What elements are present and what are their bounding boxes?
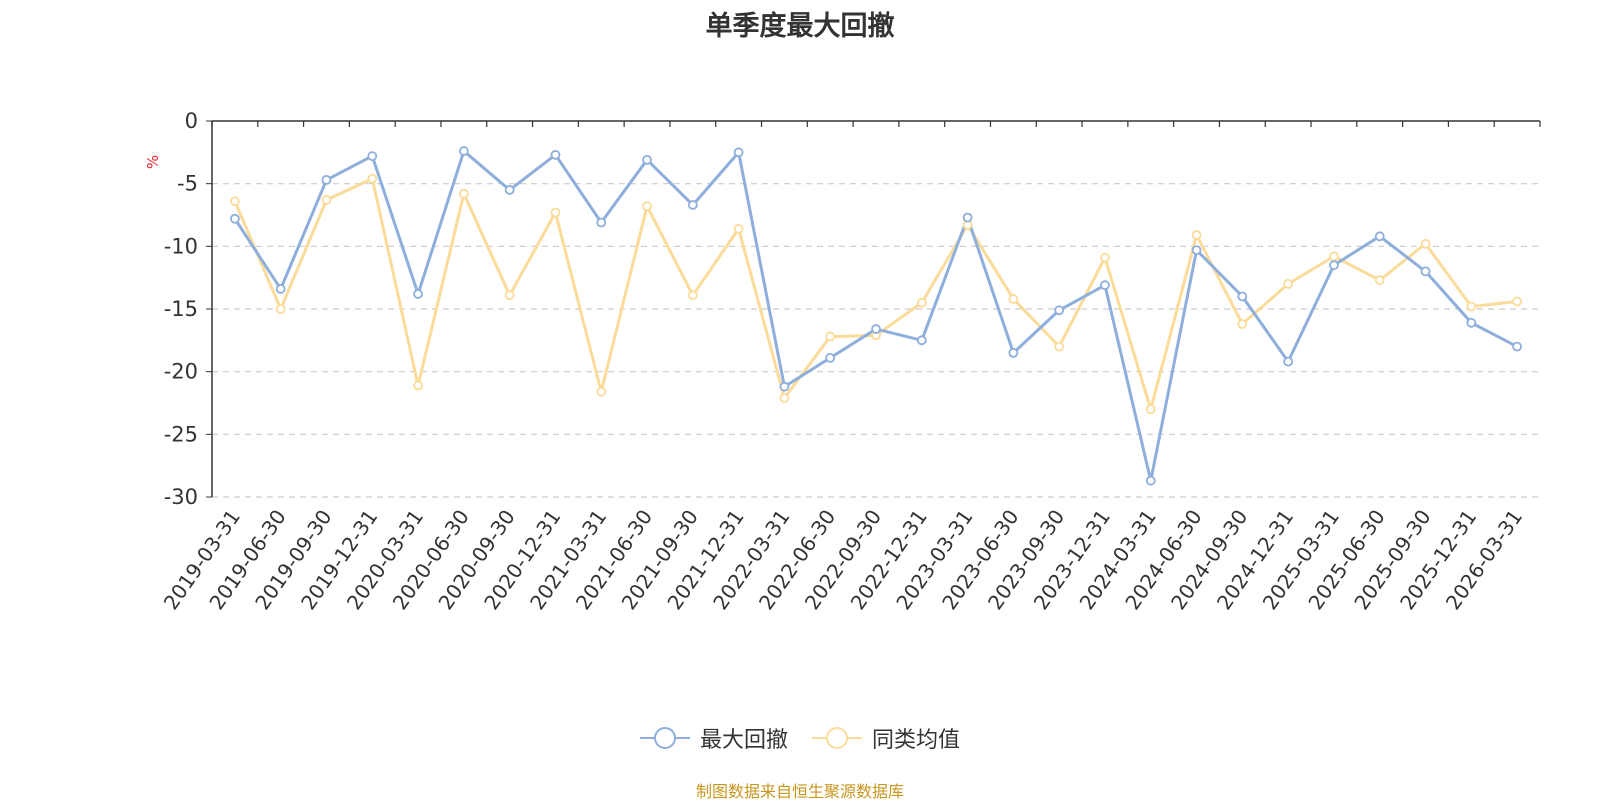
data-point-series-1	[687, 290, 698, 301]
data-point-series-0	[871, 324, 881, 334]
data-point-series-0	[1100, 280, 1110, 291]
data-point-series-1	[1008, 294, 1019, 304]
data-point-series-0	[687, 200, 698, 210]
legend-item-peer-average[interactable]: 同类均值	[812, 722, 960, 754]
data-point-series-0	[733, 147, 744, 158]
data-point-series-0	[1283, 356, 1294, 367]
data-point-series-0	[1054, 305, 1065, 316]
data-point-series-0	[1008, 347, 1019, 358]
chart-title: 单季度最大回撤	[705, 11, 895, 42]
data-point-series-1	[1329, 251, 1339, 262]
data-point-series-0	[1512, 341, 1523, 352]
data-point-series-1	[1237, 319, 1248, 329]
legend-label-peer-average: 同类均值	[872, 728, 961, 753]
data-point-series-1	[1420, 238, 1431, 249]
data-point-series-0	[825, 352, 836, 363]
data-point-series-0	[596, 217, 607, 228]
legend-marker-max-drawdown-icon	[639, 727, 690, 749]
data-point-series-1	[596, 386, 607, 397]
data-point-series-0	[458, 146, 469, 156]
series-line-1	[233, 177, 1518, 411]
data-point-series-1	[1145, 404, 1156, 415]
data-source-note: 制图数据来自恒生聚源数据库	[695, 782, 904, 801]
data-point-series-1	[1191, 230, 1202, 240]
data-point-series-0	[916, 335, 927, 346]
data-point-series-0	[229, 213, 240, 224]
data-point-series-1	[733, 223, 744, 234]
data-point-series-0	[321, 175, 332, 185]
legend-label-max-drawdown: 最大回撤	[699, 728, 788, 753]
data-point-series-1	[321, 195, 332, 205]
data-point-series-1	[1283, 279, 1294, 289]
data-point-series-1	[916, 297, 927, 308]
data-point-series-0	[642, 154, 652, 165]
data-point-series-0	[413, 289, 423, 299]
y-tick-label: -10	[164, 234, 198, 258]
y-tick-label: -25	[164, 422, 198, 446]
data-point-series-1	[550, 207, 561, 218]
legend-marker-peer-average-icon	[812, 727, 862, 749]
data-point-series-1	[1466, 301, 1477, 312]
data-point-series-0	[275, 284, 286, 294]
data-point-series-1	[642, 201, 652, 212]
y-tick-label: -15	[164, 297, 198, 321]
data-point-series-0	[962, 212, 973, 223]
data-point-series-0	[779, 381, 790, 392]
y-tick-label: -5	[177, 172, 198, 196]
data-point-series-1	[458, 188, 469, 199]
data-point-series-0	[367, 151, 378, 161]
data-point-series-0	[1329, 260, 1339, 271]
data-point-series-1	[275, 304, 286, 314]
data-point-series-0	[1466, 317, 1477, 328]
y-tick-label: -30	[164, 485, 198, 509]
data-point-series-1	[1374, 275, 1385, 286]
data-point-series-0	[1420, 266, 1431, 277]
data-point-series-1	[779, 393, 790, 403]
data-point-series-1	[367, 173, 378, 184]
data-point-series-0	[1145, 475, 1156, 486]
data-point-series-1	[504, 290, 515, 301]
data-point-series-1	[825, 331, 836, 342]
data-point-series-0	[1237, 291, 1248, 302]
data-point-series-0	[1374, 231, 1385, 242]
data-point-series-0	[550, 149, 561, 160]
chart-legend: 最大回撤 同类均值	[0, 722, 1600, 754]
data-point-series-1	[229, 196, 240, 207]
data-point-series-1	[1054, 341, 1065, 352]
series-line-0	[233, 149, 1518, 483]
y-tick-label: -20	[164, 360, 198, 384]
y-axis-unit-label: %	[144, 155, 162, 169]
data-point-series-0	[1191, 245, 1202, 255]
y-tick-label: 0	[185, 109, 198, 133]
data-point-series-1	[413, 380, 423, 391]
data-point-series-0	[504, 185, 515, 195]
data-point-series-1	[1512, 296, 1523, 307]
legend-item-max-drawdown[interactable]: 最大回撤	[639, 722, 788, 754]
data-point-series-1	[1100, 252, 1110, 263]
